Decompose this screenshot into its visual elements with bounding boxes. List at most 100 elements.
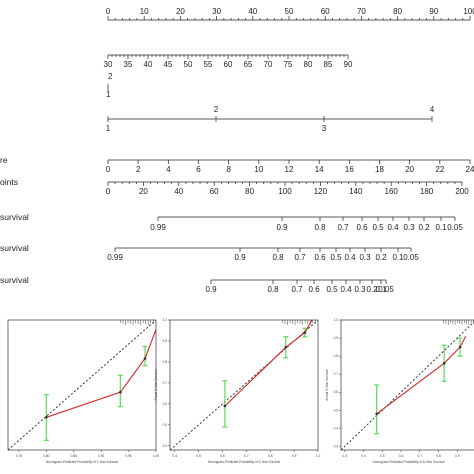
tick-label: 0.9 [276,223,288,232]
plot-frame [7,319,157,451]
tick-label: 40 [174,187,183,196]
tick-label: 14 [315,165,324,174]
tick-label: 0.5 [372,223,384,232]
x-tick-label: 0.8 [268,454,273,458]
tick-label: 90 [344,60,353,69]
x-tick-label: 0.7 [418,454,423,458]
x-tick-label: 0.6 [399,454,404,458]
tick-label: 160 [385,187,399,196]
tick-label: 65 [244,60,253,69]
x-tick-label: 0.4 [361,454,366,458]
tick-label: 18 [375,165,384,174]
nomogram-row-var_a: 21 [106,72,113,99]
tick-label: 0.8 [314,223,326,232]
calibration-point [45,415,48,419]
tick-label: 0.3 [403,223,415,232]
tick-label: 0.05 [403,253,419,262]
tick-label: 35 [124,60,133,69]
x-tick-label: 0.9 [292,454,297,458]
tick-label: 40 [248,7,257,16]
tick-label: 0 [106,187,111,196]
y-tick-label: 0.4 [163,444,168,448]
x-axis-label: Nomogram-Predicted Probability of 5-Year… [373,460,445,464]
tick-label: 0.2 [366,285,378,294]
nomogram-row-age: 30 35 40 45 50 55 60 65 70 75 80 85 90 [104,54,353,69]
tick-label: 10 [140,7,149,16]
tick-label: 6 [196,165,201,174]
tick-label: 140 [349,187,363,196]
tick-label: 0.05 [447,223,463,232]
tick-label: 16 [345,165,354,174]
nomogram-row-var_b: 1 2 3 4 [106,105,435,133]
calibration-point [143,357,147,360]
y-tick-label: 0.7 [334,372,339,376]
x-tick-label: 0.80 [43,454,49,458]
tick-label: 2 [108,72,113,81]
x-tick-label: 1.00 [153,454,159,458]
tick-label: 0.5 [326,285,338,294]
tick-label: 45 [164,60,173,69]
tick-label: 1 [106,90,111,99]
x-tick-label: 0.6 [220,454,225,458]
tick-label: 0.1 [392,253,404,262]
tick-label: 80 [304,60,313,69]
y-tick-label: 0.5 [163,423,168,427]
x-tick-label: 0.8 [436,454,441,458]
calibration-point [223,404,227,408]
tick-label: 200 [455,187,469,196]
x-tick-label: 0.90 [98,454,104,458]
tick-label: 0.2 [418,223,430,232]
calibration-plot-2: 0.4 0.5 0.6 0.7 0.8 0.9 1.0 0.4 0.5 0.6 0.7 0.8 0.9 1… [154,318,320,464]
tick-label: 85 [324,60,333,69]
tick-label: 80 [393,7,402,16]
y-tick-label: 1.0 [334,318,339,322]
tick-label: 0.99 [107,253,123,262]
x-tick-label: 0.95 [125,454,131,458]
y-tick-label: 0.6 [163,402,168,406]
tick-label: 0.6 [314,253,326,262]
x-tick-label: 0.4 [173,454,178,458]
tick-label: 22 [435,165,444,174]
calibration-point [119,390,122,394]
tick-label: 3 [322,124,327,133]
x-tick-label: 1.0 [316,454,321,458]
tick-label: 55 [204,60,213,69]
y-tick-label: 0.5 [334,408,339,412]
x-axis-label: Nomogram-Predicted Probability of 1-Year… [46,460,118,464]
x-axis-label: Nomogram-Predicted Probability of 3-Year… [208,460,280,464]
tick-label: 0.7 [337,223,349,232]
tick-label: 70 [264,60,273,69]
row-label-score: re [0,155,8,165]
tick-label: 100 [278,187,292,196]
tick-label: 0.8 [272,253,284,262]
tick-label: 0 [106,165,111,174]
y-axis-label: Actual 5-Year Survival [325,369,329,401]
tick-label: 30 [212,7,221,16]
y-tick-label: 0.4 [334,426,339,430]
calibration-point [458,345,462,349]
x-tick-label: 0.85 [71,454,77,458]
nomogram-row-total_points: oints 0 20 40 60 80 100 120 140 160 180 200 [0,177,469,196]
tick-label: 0.7 [294,253,306,262]
nomogram-row-points: 0 10 20 30 40 50 60 70 80 90 100 [106,7,474,21]
tick-label: 2 [136,165,141,174]
row-label-total_points: oints [0,177,18,187]
calibration-plot-3: 0.3 0.4 0.5 0.6 0.7 0.8 0.9 1.0 0.3 0.4 0.5 0.6 0.7 0… [325,318,474,464]
tick-label: 20 [176,7,185,16]
tick-label: 4 [166,165,171,174]
row-label-surv3: survival [0,243,29,253]
x-tick-label: 0.5 [196,454,201,458]
tick-label: 20 [405,165,414,174]
nomogram-row-score: re0 2 4 6 8 10 12 14 16 18 20 22 24 [0,155,474,174]
tick-label: 0.3 [354,285,366,294]
tick-label: 180 [420,187,434,196]
x-tick-label: 0.5 [380,454,385,458]
tick-label: 24 [466,165,474,174]
x-tick-label: 0.9 [455,454,460,458]
tick-label: 20 [139,187,148,196]
calibration-line [224,320,313,407]
y-tick-label: 0.9 [334,336,339,340]
calibration-point [303,331,307,334]
tick-label: 60 [224,60,233,69]
tick-label: 0.4 [344,253,356,262]
